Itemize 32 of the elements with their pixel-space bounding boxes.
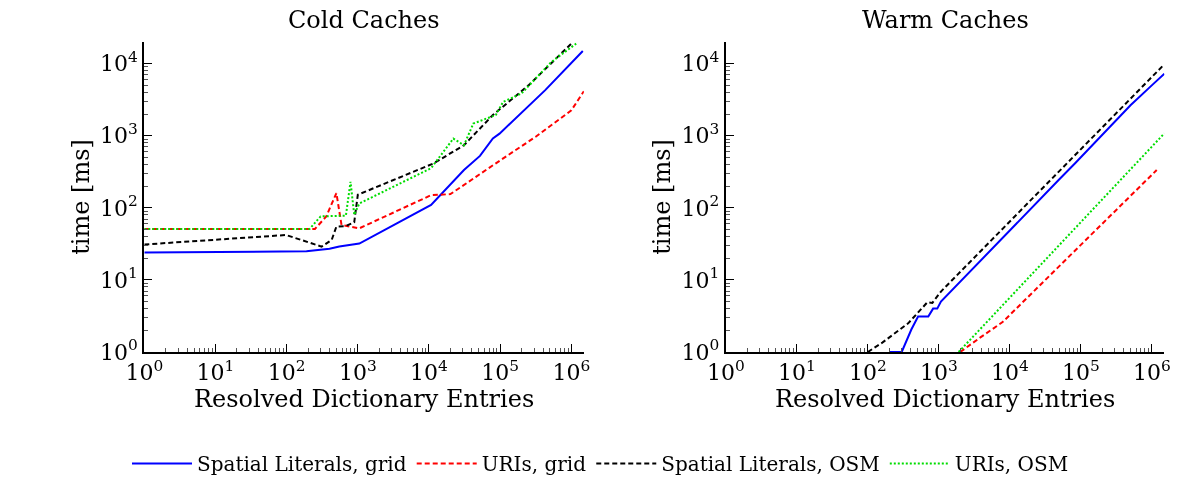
x-tick-label: 10$^{5}$ xyxy=(1061,357,1100,386)
x-tick-label: 10$^{0}$ xyxy=(706,357,745,386)
x-axis-title: Resolved Dictionary Entries xyxy=(774,385,1116,414)
y-tick-label: 10$^{4}$ xyxy=(100,48,139,77)
x-tick-label: 10$^{2}$ xyxy=(848,357,887,386)
y-tick-label: 10$^{2}$ xyxy=(681,192,720,221)
y-tick-label: 10$^{3}$ xyxy=(681,120,720,149)
y-tick-label: 10$^{4}$ xyxy=(681,48,720,77)
y-tick-label: 10$^{1}$ xyxy=(100,264,138,293)
x-tick-label: 10$^{3}$ xyxy=(338,357,377,386)
chart-title: Cold Caches xyxy=(288,6,440,34)
legend-label: URIs, grid xyxy=(481,452,587,477)
y-axis-title: time [ms] xyxy=(648,139,677,255)
y-tick-label: 10$^{2}$ xyxy=(100,192,138,221)
x-tick-label: 10$^{5}$ xyxy=(481,357,520,386)
x-tick-label: 10$^{3}$ xyxy=(919,357,958,386)
x-tick-label: 10$^{4}$ xyxy=(990,357,1029,386)
x-tick-label: 10$^{2}$ xyxy=(267,357,306,386)
y-tick-label: 10$^{3}$ xyxy=(100,120,138,149)
x-tick-label: 10$^{4}$ xyxy=(410,357,449,386)
x-tick-label: 10$^{1}$ xyxy=(196,357,235,386)
x-tick-label: 10$^{6}$ xyxy=(1132,357,1171,386)
chart-title: Warm Caches xyxy=(862,6,1029,34)
legend-label: URIs, OSM xyxy=(954,452,1069,477)
x-tick-label: 10$^{0}$ xyxy=(125,357,164,386)
y-tick-label: 10$^{1}$ xyxy=(681,264,720,293)
x-tick-label: 10$^{1}$ xyxy=(777,357,816,386)
y-axis-title: time [ms] xyxy=(66,139,95,255)
legend-label: Spatial Literals, grid xyxy=(197,452,407,477)
x-axis-title: Resolved Dictionary Entries xyxy=(193,385,535,414)
x-tick-label: 10$^{6}$ xyxy=(552,357,591,386)
legend-label: Spatial Literals, OSM xyxy=(661,452,880,477)
